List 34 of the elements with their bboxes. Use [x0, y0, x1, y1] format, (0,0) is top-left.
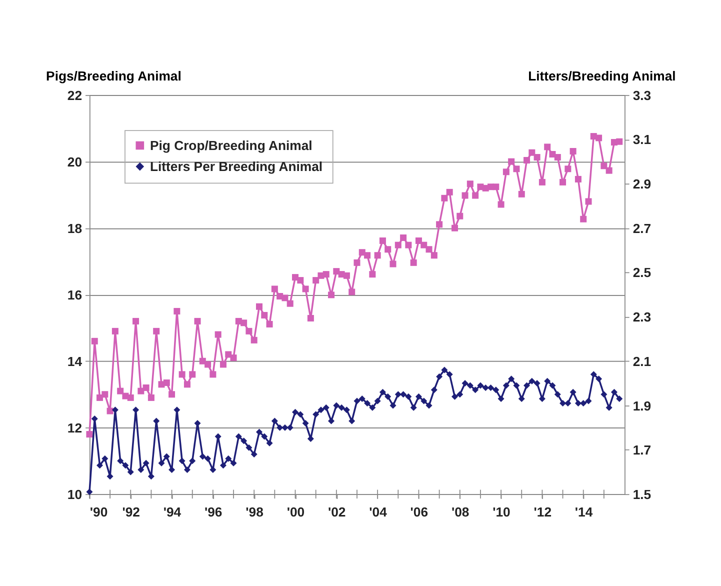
x-tick-label: '94: [163, 504, 182, 520]
y-tick-label: 20: [67, 154, 82, 170]
y-axis-title: Pigs/Breeding Animal: [46, 68, 182, 84]
x-tick-label: '02: [328, 504, 346, 520]
x-tick-label: '14: [574, 504, 594, 520]
legend-label: Pig Crop/Breeding Animal: [150, 138, 312, 153]
y-tick-label: 16: [67, 287, 82, 302]
y2-tick-label: 2.5: [632, 265, 652, 280]
y2-tick-label: 2.3: [632, 310, 652, 325]
y2-tick-label: 1.5: [632, 486, 652, 502]
y2-tick-label: 3.3: [632, 88, 652, 103]
y2-tick-label: 2.1: [632, 354, 652, 369]
y2-tick-label: 2.9: [632, 176, 652, 192]
legend-label: Litters Per Breeding Animal: [150, 158, 323, 174]
x-tick-label: '10: [492, 504, 510, 520]
y2-tick-label: 3.1: [632, 132, 652, 148]
x-tick-label: '92: [122, 504, 140, 520]
x-tick-label: '08: [451, 504, 470, 520]
x-tick-label: '12: [534, 504, 552, 520]
x-tick-label: '06: [410, 504, 428, 520]
x-tick-label: '04: [369, 504, 388, 520]
y2-tick-label: 1.7: [632, 442, 652, 458]
x-tick-label: '00: [286, 504, 305, 520]
y-tick-label: 12: [67, 420, 82, 436]
y2-axis-title: Litters/Breeding Animal: [528, 68, 676, 84]
y-tick-label: 14: [67, 354, 83, 369]
y2-tick-label: 1.9: [632, 398, 652, 414]
y-tick-label: 18: [67, 220, 82, 236]
y-tick-label: 10: [67, 486, 82, 502]
x-tick-label: '90: [90, 504, 108, 520]
y2-tick-label: 2.7: [632, 220, 652, 236]
x-tick-label: '96: [204, 504, 222, 520]
y-tick-label: 22: [67, 88, 82, 103]
x-tick-label: '98: [246, 504, 264, 520]
